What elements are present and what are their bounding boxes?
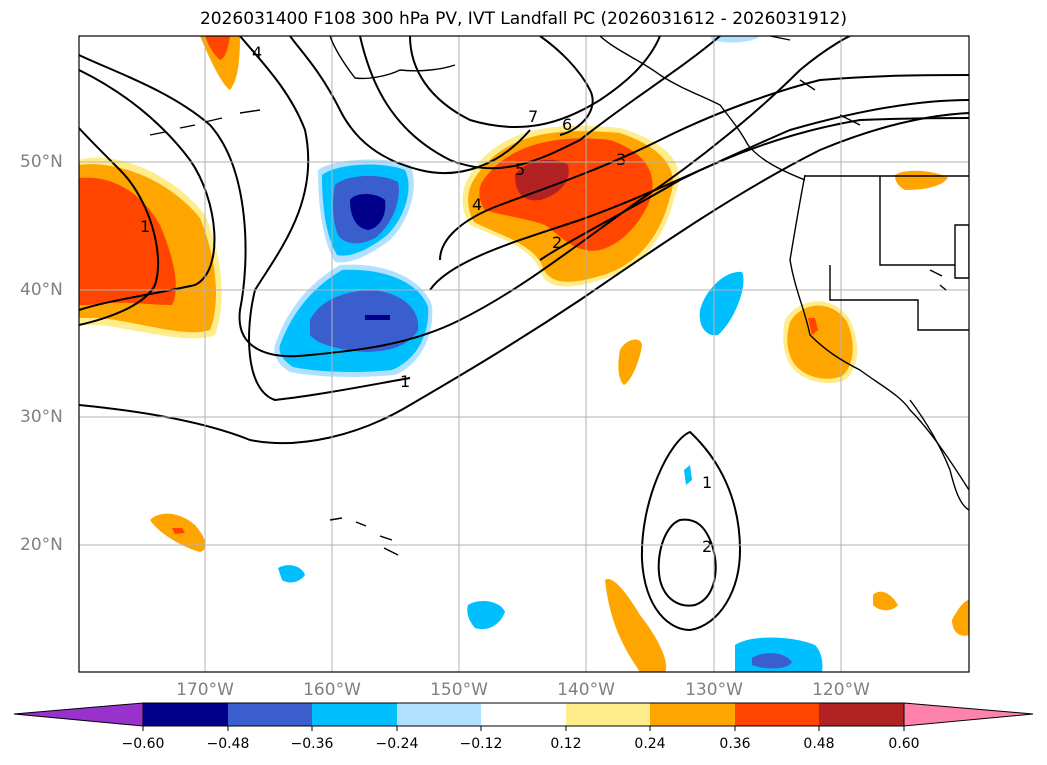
contour-label: 1 [702,473,712,492]
contour-label: 6 [562,115,572,134]
patch-bottom-blue [752,653,792,669]
colorbar-under [13,702,144,727]
shaded-field [79,36,969,672]
contour-label: 4 [472,195,482,214]
lat-label-30n: 30°N [20,407,63,427]
colorbar-bin [819,703,904,726]
colorbar-tick-label: 0.36 [719,736,751,752]
lon-label-120w: 120°W [812,680,870,700]
lon-label-170w: 170°W [176,680,234,700]
colorbar-bin [228,703,312,726]
colorbar-bin [650,703,735,726]
colorbar-bin [735,703,819,726]
patch-pacific-cyan [699,271,744,336]
lon-label-160w: 160°W [303,680,361,700]
colorbar-bin [566,703,650,726]
patch-north-red [205,36,230,60]
contour-label: 1 [140,217,150,236]
south-negative-navy [365,315,390,320]
colorbar-tick-label: −0.48 [206,736,250,752]
north-negative-navy [350,194,386,230]
patch-north-orange [200,36,240,90]
contour-labels: 1 1 1 2 2 3 4 4 5 6 7 [140,43,712,556]
colorbar-tick-label: 0.12 [550,736,582,752]
patch-mid-cyan [467,600,505,630]
lon-label-150w: 150°W [430,680,488,700]
coastlines [149,36,969,556]
lon-label-140w: 140°W [557,680,615,700]
central-positive-darkred [515,159,569,201]
lat-label-50n: 50°N [20,152,63,172]
patch-coast-orange [787,305,853,379]
colorbar-bin [397,703,481,726]
colorbar-tick-label: 0.48 [803,736,835,752]
contour-label: 7 [528,107,538,126]
patch-hawaii-cyan [278,565,305,583]
contour-label: 4 [252,43,262,62]
patch-dot-cyan [684,465,692,485]
colorbar-tick-label: −0.36 [290,736,334,752]
colorbar-tick-label: 0.60 [888,736,920,752]
contour-label: 1 [400,372,410,391]
gridlines [79,36,969,672]
colorbar-tick-label: −0.24 [375,736,419,752]
colorbar-tick-label: 0.24 [634,736,666,752]
colorbar [13,702,1034,731]
lat-label-20n: 20°N [20,535,63,555]
contour-label: 2 [552,233,562,252]
colorbar-frame [142,702,905,727]
patch-sw-red [172,528,185,534]
map-frame [78,35,970,673]
patch-mid-orange [605,579,667,672]
colorbar-tick-label: −0.60 [121,736,165,752]
colorbar-bin [143,703,228,726]
west-positive-red [79,177,176,305]
contour-label: 2 [702,537,712,556]
map-title: 2026031400 F108 300 hPa PV, IVT Landfall… [199,9,847,29]
lat-label-40n: 40°N [20,280,63,300]
contour-label: 3 [616,150,626,169]
patch-top-cyan [710,36,760,43]
colorbar-bin [312,703,397,726]
colorbar-tick-label: −0.12 [459,736,503,752]
colorbar-bin [481,703,566,726]
colorbar-over [903,702,1034,727]
colorbar-tick-marks [142,726,905,731]
lon-label-130w: 130°W [685,680,743,700]
patch-se-orange [873,591,898,611]
south-negative-blue [310,290,419,352]
contour-label: 5 [515,160,525,179]
contours [79,36,969,632]
patch-coast-red [808,318,818,335]
patch-mid-orange2 [618,339,642,385]
patch-se2-orange [952,600,969,636]
